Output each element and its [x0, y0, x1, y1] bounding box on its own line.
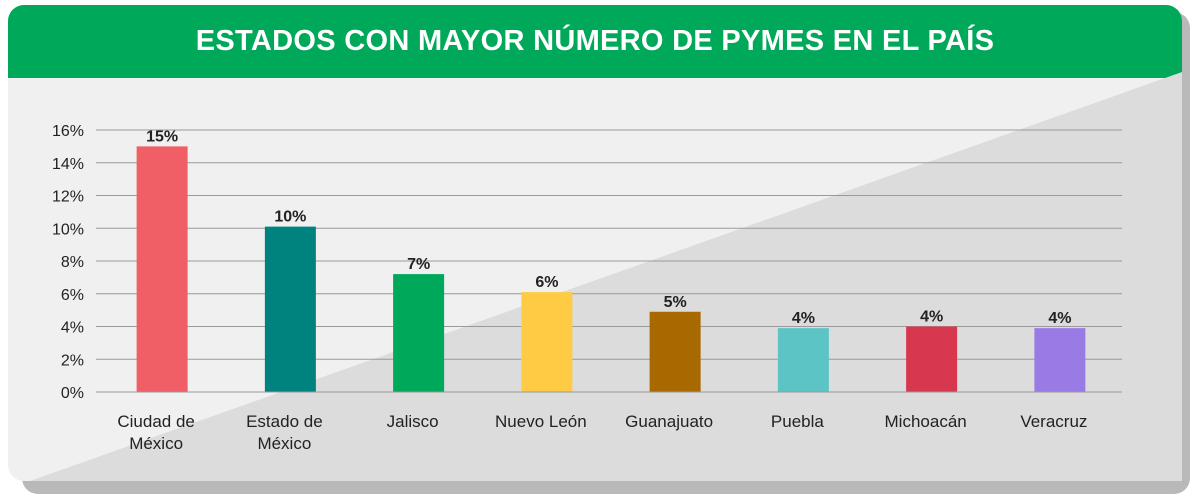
bar	[906, 326, 958, 392]
chart-header: ESTADOS CON MAYOR NÚMERO DE PYMES EN EL …	[8, 5, 1182, 78]
category-label: México	[129, 434, 183, 453]
y-tick-label: 4%	[61, 320, 84, 337]
y-tick-label: 12%	[52, 189, 84, 206]
category-label: Ciudad de	[117, 412, 195, 431]
data-label: 4%	[920, 309, 943, 326]
data-label: 4%	[792, 310, 815, 327]
data-label: 7%	[407, 256, 430, 273]
bar	[521, 292, 573, 392]
data-label: 6%	[535, 274, 558, 291]
diagonal-shade	[30, 72, 1182, 481]
bar	[777, 328, 829, 392]
bar	[136, 146, 188, 392]
category-label: Nuevo León	[495, 412, 587, 431]
y-tick-label: 8%	[61, 254, 84, 271]
data-label: 10%	[274, 209, 306, 226]
category-label: Veracruz	[1020, 412, 1087, 431]
y-tick-label: 0%	[61, 385, 84, 402]
data-label: 4%	[1048, 310, 1071, 327]
category-label: Estado de	[246, 412, 323, 431]
category-label: Puebla	[771, 412, 824, 431]
y-tick-label: 10%	[52, 221, 84, 238]
category-label: Jalisco	[387, 412, 439, 431]
chart-title: ESTADOS CON MAYOR NÚMERO DE PYMES EN EL …	[195, 25, 995, 57]
category-label: Guanajuato	[625, 412, 713, 431]
data-label: 15%	[146, 128, 178, 145]
bar	[393, 274, 445, 392]
y-tick-label: 2%	[61, 352, 84, 369]
bar	[1034, 328, 1086, 392]
bar	[264, 226, 316, 392]
y-tick-label: 6%	[61, 287, 84, 304]
y-tick-label: 16%	[52, 123, 84, 140]
data-label: 5%	[664, 294, 687, 311]
category-label: México	[257, 434, 311, 453]
y-tick-label: 14%	[52, 156, 84, 173]
category-label: Michoacán	[885, 412, 967, 431]
bar	[649, 311, 701, 392]
